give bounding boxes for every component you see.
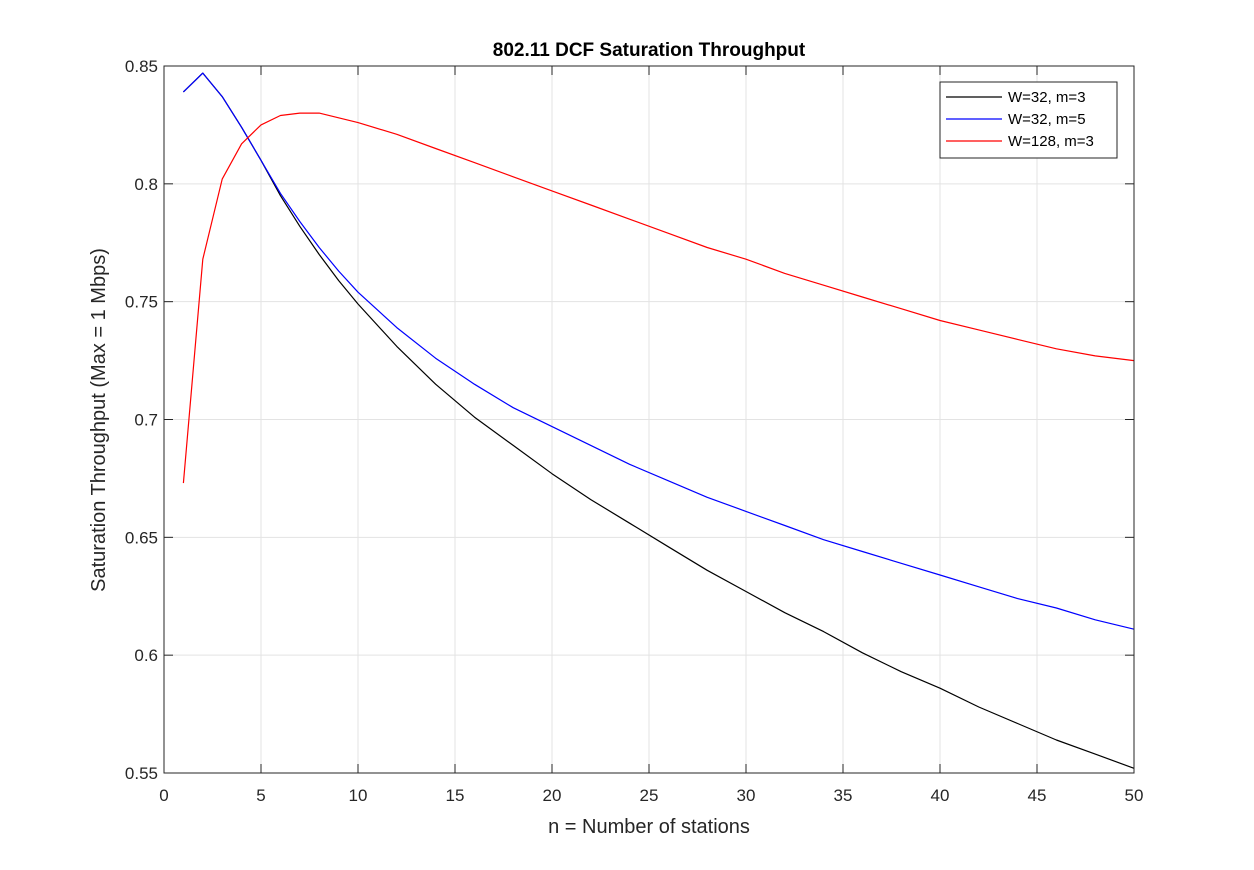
legend-label-1: W=32, m=3 xyxy=(1008,89,1086,106)
axes-layer xyxy=(163,65,1135,774)
x-tick-label: 5 xyxy=(256,786,265,805)
legend-items: W=32, m=3 W=32, m=5 W=128, m=3 xyxy=(946,89,1094,150)
legend-label-2: W=32, m=5 xyxy=(1008,111,1086,128)
legend-label-3: W=128, m=3 xyxy=(1008,133,1094,150)
series-line-3 xyxy=(182,112,1135,484)
chart-title: 802.11 DCF Saturation Throughput xyxy=(493,40,806,61)
x-tick-label: 10 xyxy=(349,786,368,805)
series-line-1 xyxy=(182,72,1135,769)
legend-box xyxy=(939,81,1118,159)
grid-layer xyxy=(163,65,1135,774)
y-tick-label: 0.6 xyxy=(134,646,158,665)
y-tick-label: 0.75 xyxy=(125,293,158,312)
y-tick-label: 0.7 xyxy=(134,411,158,430)
x-tick-label: 25 xyxy=(640,786,659,805)
x-tick-label: 15 xyxy=(446,786,465,805)
series-layer xyxy=(182,72,1135,769)
x-tick-label: 0 xyxy=(159,786,168,805)
y-tick-label: 0.65 xyxy=(125,528,158,547)
x-tick-label: 45 xyxy=(1028,786,1047,805)
y-tick-label: 0.55 xyxy=(125,764,158,783)
x-tick-label: 35 xyxy=(834,786,853,805)
y-tick-label: 0.85 xyxy=(125,57,158,76)
y-axis-label: Saturation Throughput (Max = 1 Mbps) xyxy=(88,248,110,592)
tick-labels-layer: 0 5 10 15 20 25 30 35 40 45 50 0.55 0.6 0.65 0.7 0.75 0.… xyxy=(125,57,1144,805)
legend: W=32, m=3 W=32, m=5 W=128, m=3 xyxy=(939,81,1118,159)
series-line-2 xyxy=(182,72,1135,630)
x-tick-label: 20 xyxy=(543,786,562,805)
x-tick-label: 30 xyxy=(737,786,756,805)
x-axis-label: n = Number of stations xyxy=(548,816,750,838)
y-tick-label: 0.8 xyxy=(134,175,158,194)
x-tick-label: 40 xyxy=(931,786,950,805)
x-tick-label: 50 xyxy=(1125,786,1144,805)
